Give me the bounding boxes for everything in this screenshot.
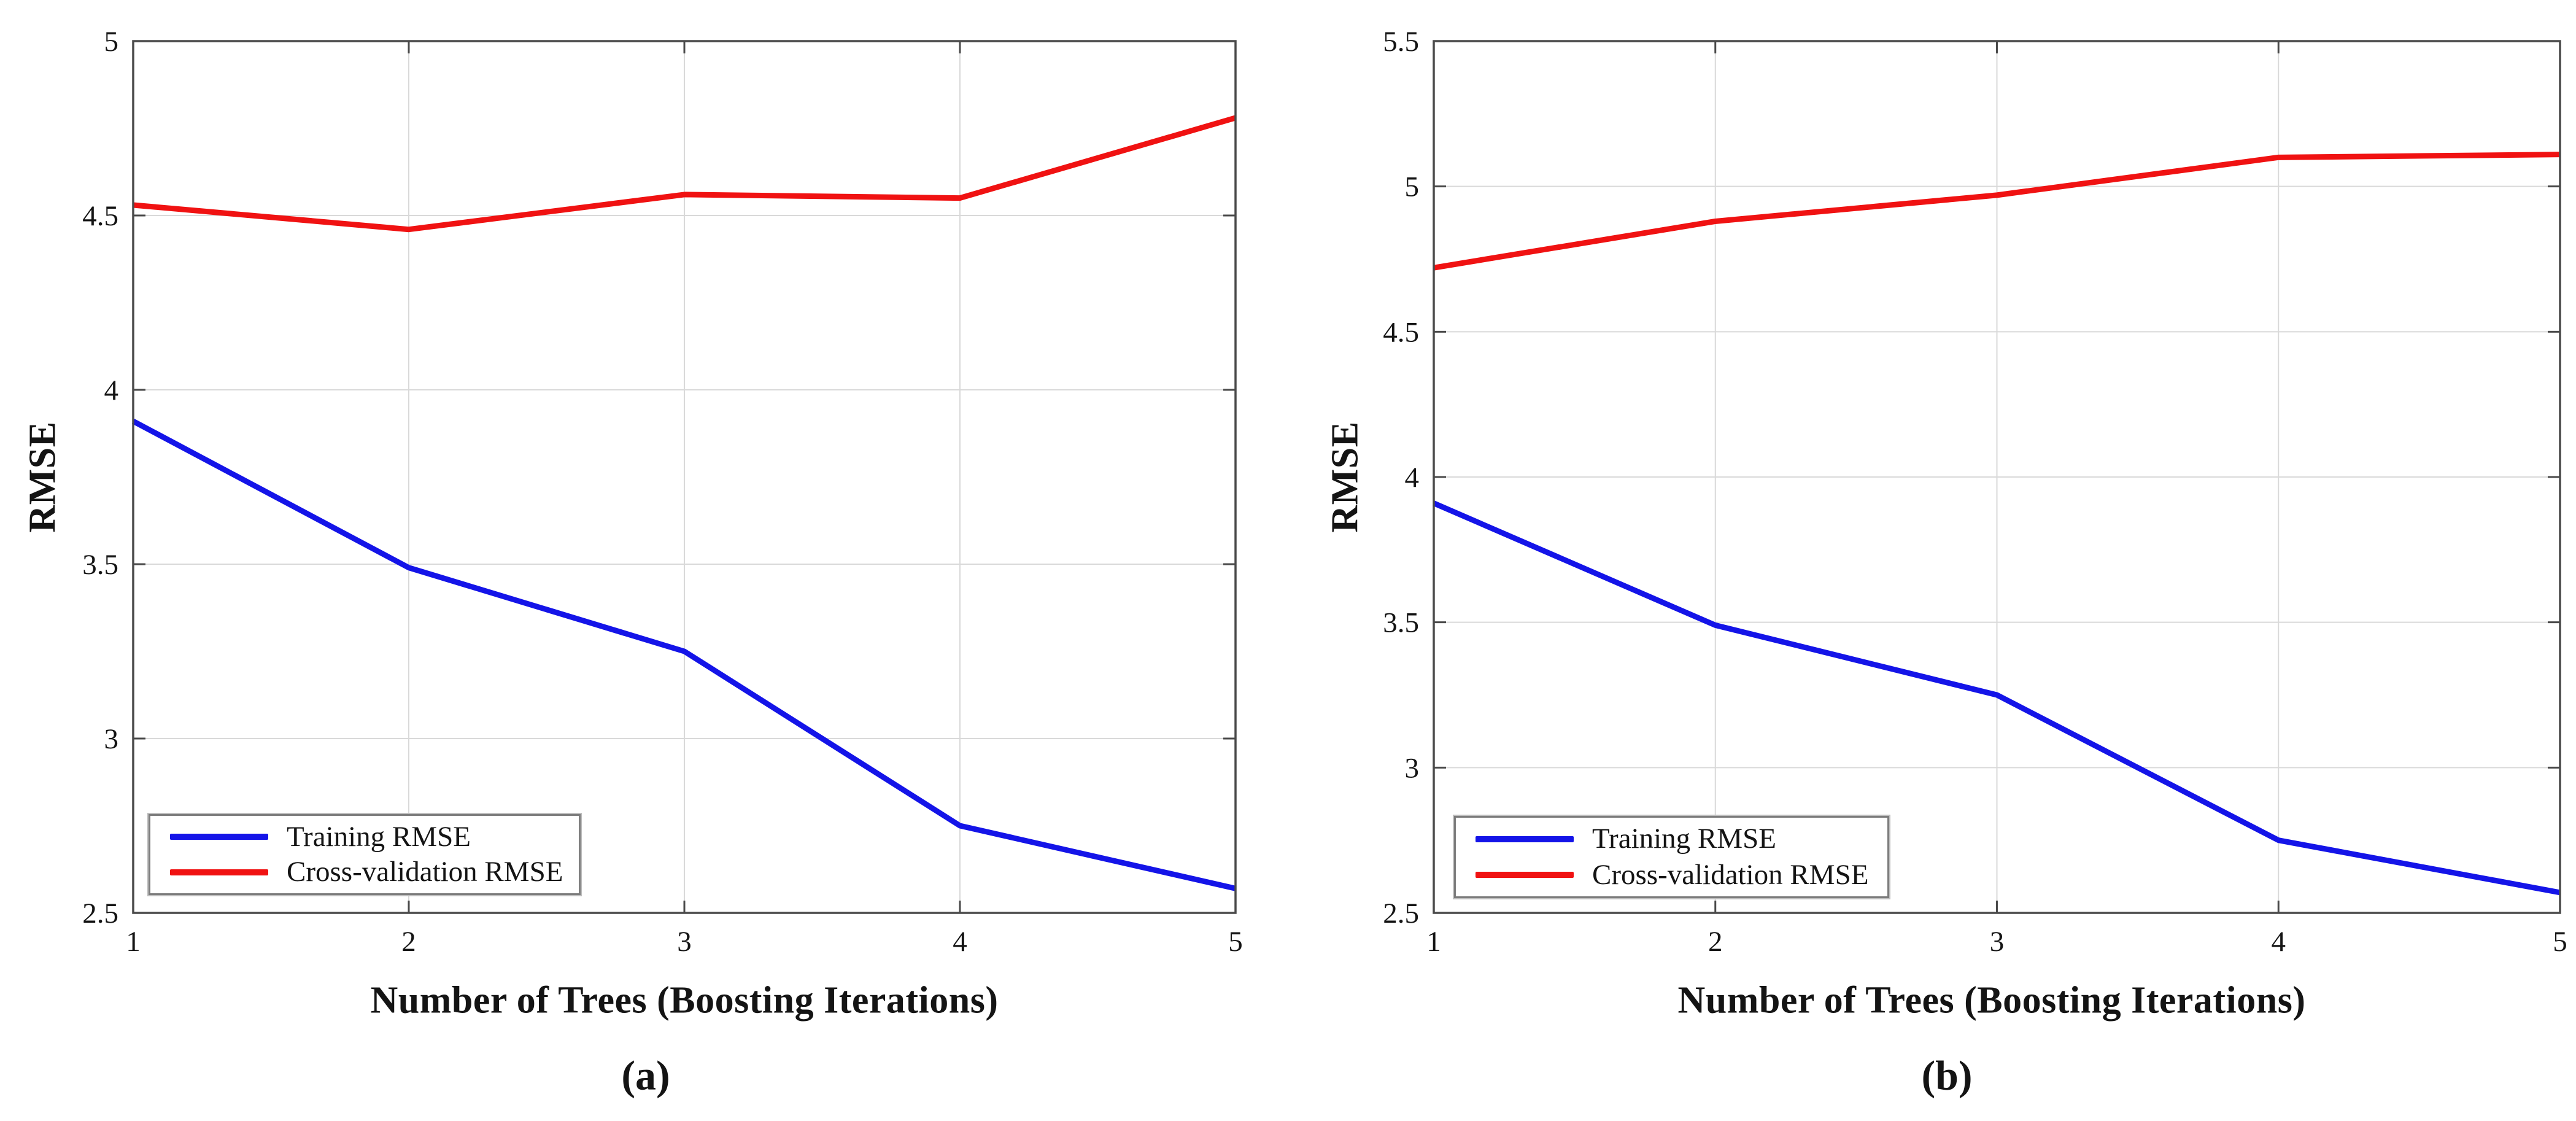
legend-b: Training RMSE Cross-validation RMSE [1453, 815, 1890, 899]
x-tick-label: 4 [2272, 926, 2286, 958]
plot-area-a: 1 2 3 4 5 2.5 3 3.5 4 4.5 5 [82, 26, 1243, 958]
x-tick-label: 1 [1426, 926, 1441, 958]
x-tick-label: 5 [1228, 926, 1243, 958]
cross-validation-rmse-line-icon [1476, 872, 1574, 879]
tick-marks [132, 40, 1237, 914]
legend-label-cross-validation: Cross-validation RMSE [1592, 858, 1869, 891]
series-line-cross-validation-rmse [133, 115, 1237, 233]
series-line-training-rmse [1433, 500, 2561, 896]
training-rmse-line-icon [170, 834, 268, 840]
y-tick-label: 3.5 [1383, 607, 1419, 639]
legend-label-cross-validation: Cross-validation RMSE [287, 856, 563, 888]
y-tick-label: 4.5 [1383, 316, 1419, 348]
y-tick-label: 5.5 [1383, 26, 1419, 58]
tick-marks [1433, 40, 2561, 914]
y-tick-label: 2.5 [82, 898, 118, 929]
y-tick-label: 3 [1405, 752, 1420, 784]
tick-labels: 1 2 3 4 5 2.5 3 3.5 4 4.5 5 [82, 26, 1243, 958]
legend-item-training: Training RMSE [1456, 824, 1887, 853]
y-tick-label: 4.5 [82, 200, 118, 232]
panel-caption-b: (b) [1921, 1052, 1973, 1099]
x-axis-title-a: Number of Trees (Boosting Iterations) [370, 979, 999, 1022]
panel-caption-a: (a) [621, 1052, 670, 1099]
y-tick-label: 5 [1405, 171, 1420, 203]
x-tick-label: 1 [126, 926, 141, 958]
cross-validation-rmse-line-icon [170, 869, 268, 875]
x-tick-label: 4 [953, 926, 967, 958]
legend-item-cross-validation: Cross-validation RMSE [1456, 858, 1887, 891]
legend-a: Training RMSE Cross-validation RMSE [147, 813, 582, 896]
x-tick-label: 5 [2553, 926, 2567, 958]
series-line-training-rmse [131, 419, 1236, 891]
y-tick-label: 4 [1405, 462, 1420, 494]
plot-area-b: 1 2 3 4 5 2.5 3 3.5 4 4.5 5 5.5 [1383, 26, 2567, 958]
x-axis-title-b: Number of Trees (Boosting Iterations) [1677, 979, 2306, 1022]
y-axis-title-b: RMSE [1324, 421, 1366, 533]
legend-label-training: Training RMSE [1592, 823, 1776, 855]
y-tick-label: 2.5 [1383, 898, 1419, 929]
y-tick-label: 3 [104, 723, 119, 755]
y-tick-label: 3.5 [82, 549, 118, 581]
legend-item-training: Training RMSE [150, 820, 579, 853]
y-tick-label: 4 [104, 374, 119, 406]
x-tick-label: 3 [677, 926, 692, 958]
x-tick-label: 2 [1708, 926, 1723, 958]
training-rmse-line-icon [1476, 836, 1574, 842]
y-axis-title-a: RMSE [21, 421, 64, 533]
x-tick-label: 2 [401, 926, 416, 958]
x-tick-label: 3 [1990, 926, 2005, 958]
tick-labels: 1 2 3 4 5 2.5 3 3.5 4 4.5 5 5.5 [1383, 26, 2567, 958]
y-tick-label: 5 [104, 26, 119, 58]
series-line-cross-validation-rmse [1433, 152, 2561, 271]
legend-label-training: Training RMSE [287, 820, 471, 853]
legend-item-cross-validation: Cross-validation RMSE [150, 858, 579, 886]
